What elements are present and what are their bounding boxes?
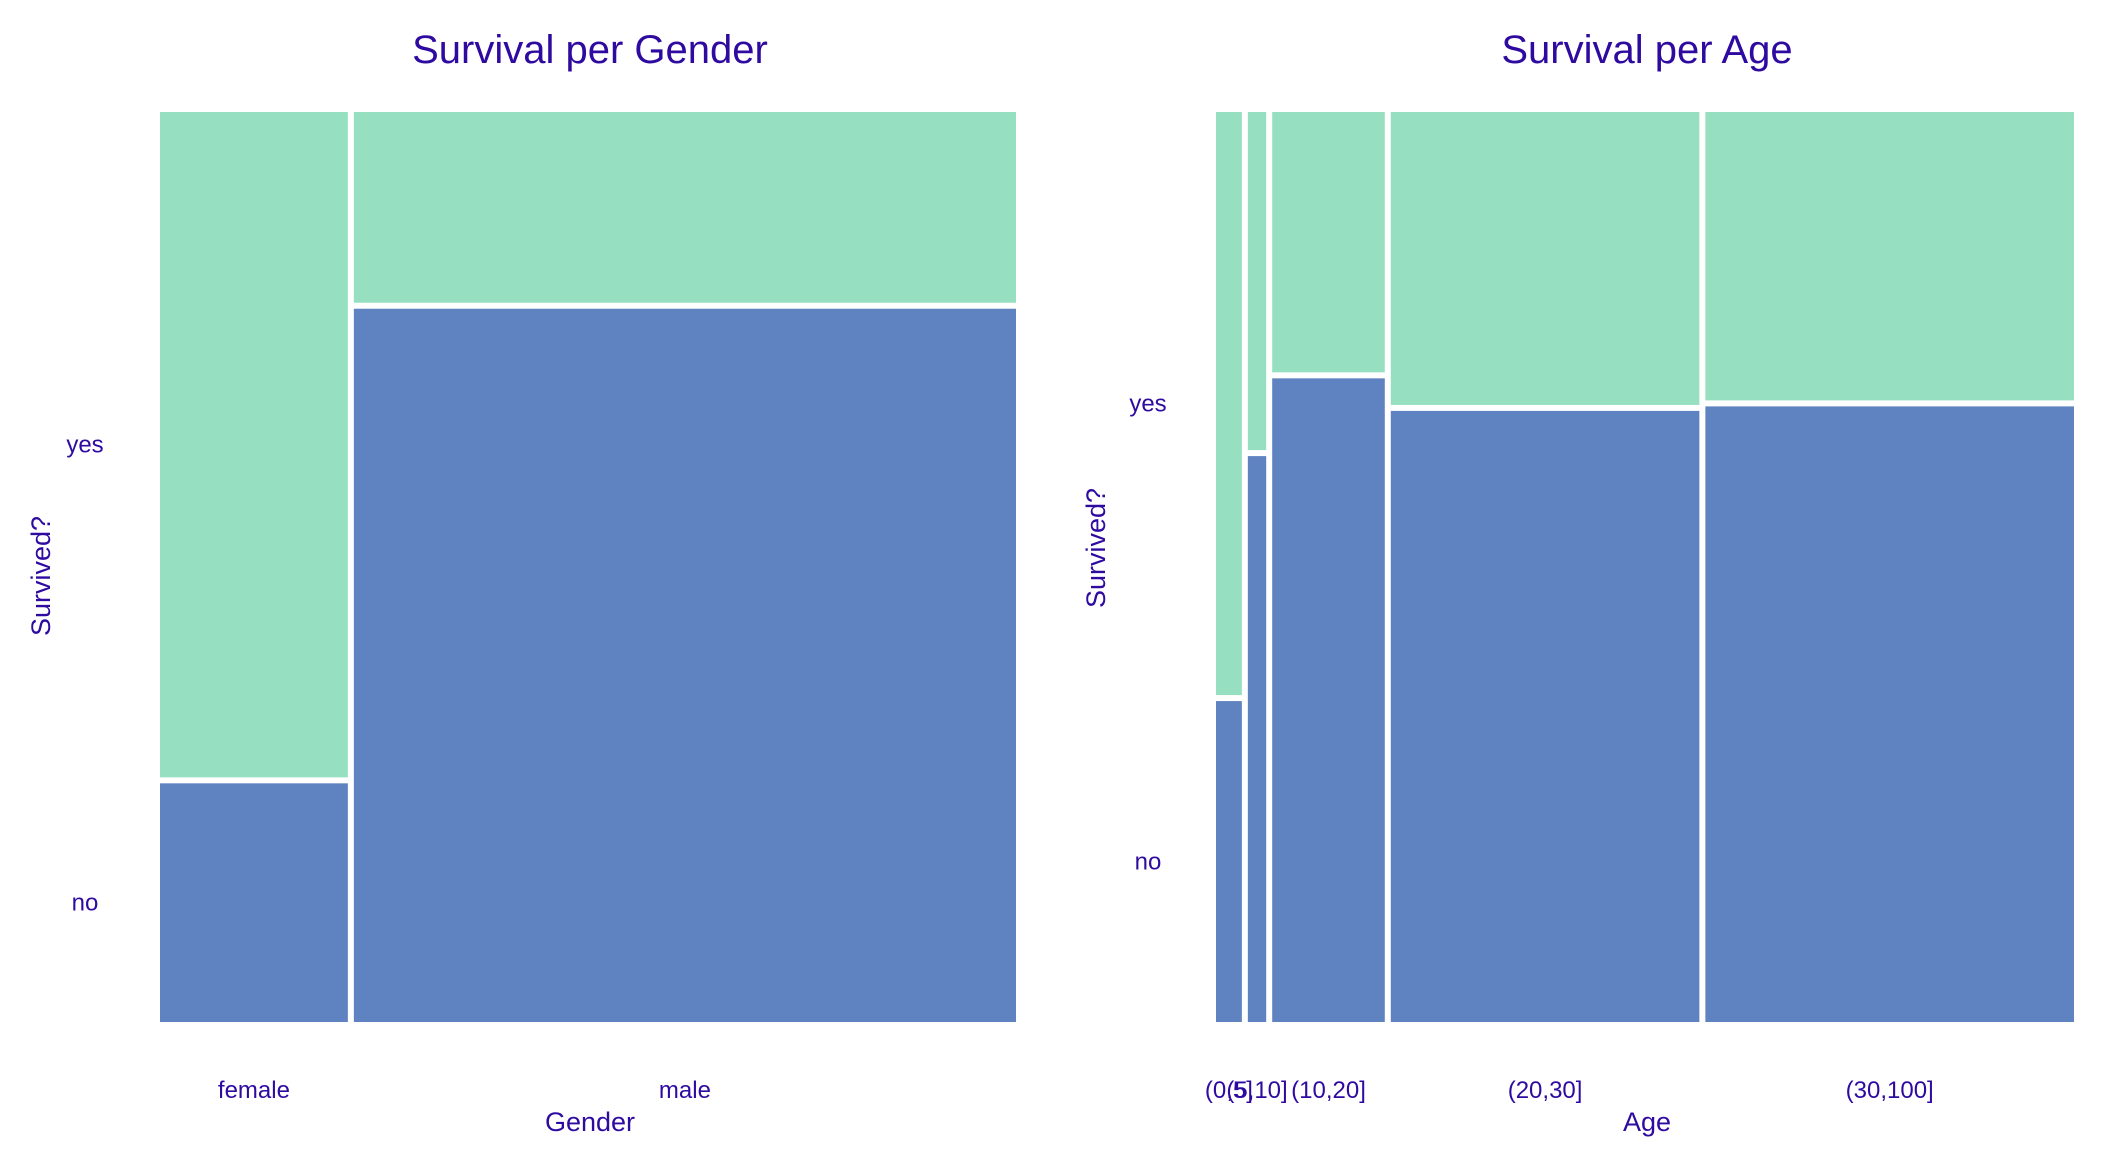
x-tick-label-20-30: (20,30] bbox=[1508, 1077, 1583, 1104]
x-tick-label-5-10: (5,10] bbox=[1226, 1077, 1287, 1104]
age-y-ticks: no yes bbox=[1129, 391, 1166, 876]
cell-30-100-yes bbox=[1705, 112, 2074, 401]
cell-5-10-no bbox=[1247, 456, 1267, 1023]
y-tick-label-yes: yes bbox=[1129, 391, 1166, 418]
cell-0-5-yes bbox=[1216, 112, 1242, 696]
gender-y-axis-label: Survived? bbox=[26, 516, 56, 636]
gender-x-axis-label: Gender bbox=[545, 1107, 635, 1137]
x-tick-label-10-20: (10,20] bbox=[1291, 1077, 1366, 1104]
cell-10-20-yes bbox=[1272, 112, 1385, 373]
x-tick-label-male: male bbox=[659, 1077, 711, 1104]
gender-chart-title: Survival per Gender bbox=[412, 28, 768, 72]
cell-female-yes bbox=[160, 112, 348, 778]
cell-10-20-no bbox=[1272, 378, 1385, 1023]
cell-male-yes bbox=[353, 112, 1017, 303]
age-chart-title: Survival per Age bbox=[1501, 28, 1792, 72]
age-x-ticks: (0,5](5,10] (10,20] (20,30] (30,100] bbox=[1205, 1077, 1934, 1104]
cell-0-5-no bbox=[1216, 701, 1242, 1022]
gender-y-ticks: no yes bbox=[66, 432, 103, 917]
cell-5-10-yes bbox=[1247, 112, 1267, 451]
cell-30-100-no bbox=[1705, 406, 2074, 1022]
age-mosaic-cells bbox=[1216, 112, 2074, 1023]
y-tick-label-no: no bbox=[1135, 849, 1162, 876]
cell-male-no bbox=[353, 308, 1017, 1022]
x-tick-label-30-100: (30,100] bbox=[1846, 1077, 1934, 1104]
gender-x-ticks: female male bbox=[218, 1077, 711, 1104]
age-panel: Survival per Age no yes (0,5](5,10] (10,20… bbox=[1081, 28, 2074, 1137]
age-x-axis-label: Age bbox=[1623, 1107, 1671, 1137]
x-tick-label-female: female bbox=[218, 1077, 290, 1104]
x-tick-label-0-5: (0,5] bbox=[1205, 1077, 1253, 1104]
cell-20-30-no bbox=[1390, 410, 1700, 1022]
gender-mosaic-cells bbox=[160, 112, 1017, 1022]
cell-20-30-yes bbox=[1390, 112, 1700, 405]
y-tick-label-no: no bbox=[72, 890, 99, 917]
gender-panel: Survival per Gender no yes female male Gen… bbox=[26, 28, 1017, 1137]
y-tick-label-yes: yes bbox=[66, 432, 103, 459]
age-y-axis-label: Survived? bbox=[1081, 488, 1111, 608]
cell-female-no bbox=[160, 783, 348, 1022]
